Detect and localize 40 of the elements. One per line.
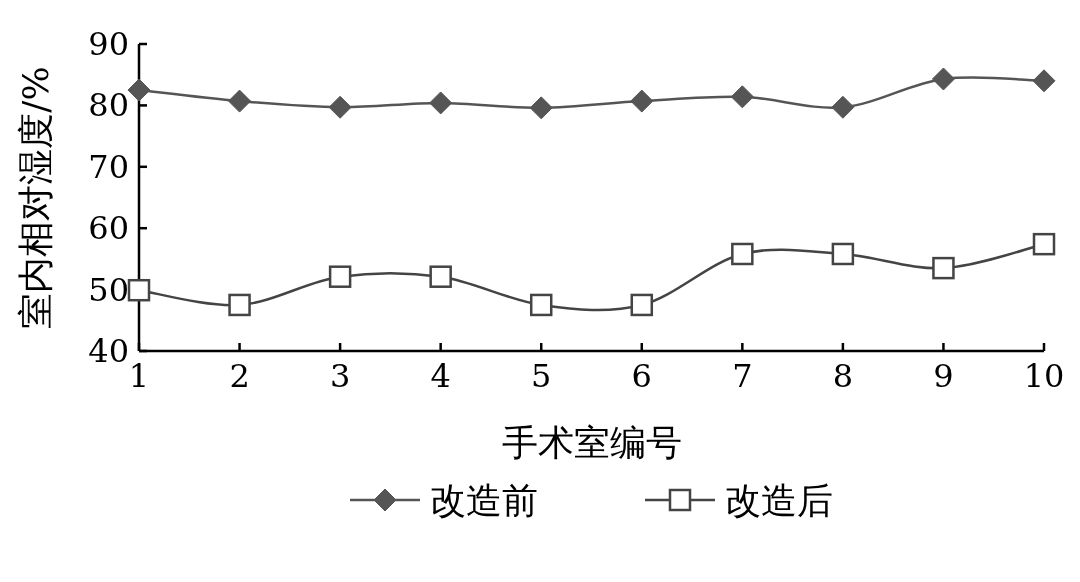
y-tick-label: 40 <box>88 332 129 370</box>
point <box>127 278 151 302</box>
point <box>529 96 553 120</box>
point <box>630 89 654 113</box>
x-tick-label: 2 <box>229 357 250 395</box>
point <box>228 89 252 113</box>
y-tick-label: 80 <box>88 86 129 125</box>
legend-label: 改造后 <box>725 480 833 521</box>
x-tick-label: 7 <box>732 357 753 395</box>
point <box>731 242 754 266</box>
y-tick-label: 50 <box>88 270 129 309</box>
point <box>1032 232 1056 256</box>
x-tick-label: 3 <box>329 357 351 395</box>
x-axis-title: 手术室编号 <box>501 422 682 463</box>
x-tick-label: 1 <box>128 357 150 395</box>
point <box>831 242 855 266</box>
y-tick-label: 90 <box>88 25 129 63</box>
point <box>529 293 553 317</box>
x-tick-label: 4 <box>430 357 451 395</box>
point <box>831 95 855 119</box>
point <box>730 85 754 109</box>
point <box>228 293 251 317</box>
y-tick-label: 70 <box>88 147 129 186</box>
point <box>429 265 452 288</box>
y-tick-label: 60 <box>88 209 129 248</box>
point <box>127 78 151 102</box>
y-axis-title: 室内相对湿度/% <box>15 66 56 329</box>
point <box>931 67 955 91</box>
point <box>932 256 955 280</box>
point <box>328 95 352 119</box>
legend-label: 改造前 <box>430 480 538 521</box>
point <box>1032 69 1056 93</box>
x-tick-label: 10 <box>1023 357 1065 395</box>
point <box>328 265 352 288</box>
x-tick-label: 6 <box>631 357 652 395</box>
x-tick-label: 9 <box>933 357 954 395</box>
point <box>429 91 453 115</box>
x-tick-label: 8 <box>832 357 854 395</box>
x-tick-label: 5 <box>531 357 552 395</box>
point <box>630 293 654 317</box>
